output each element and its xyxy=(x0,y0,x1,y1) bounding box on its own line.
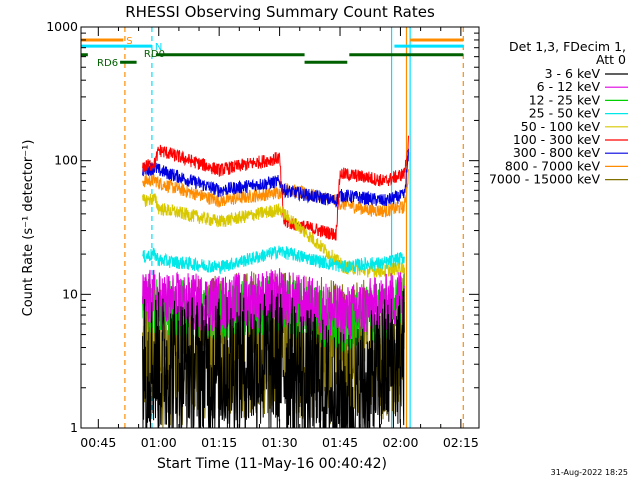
timestamp: 31-Aug-2022 18:25 xyxy=(551,468,628,477)
legend-label-2: 12 - 25 keV xyxy=(529,92,601,107)
x-tick-label-0215: 02:15 xyxy=(443,435,479,450)
flag-label-n: N xyxy=(155,42,162,53)
legend-label-6: 300 - 800 keV xyxy=(513,145,601,160)
flag-label-rd6: RD6 xyxy=(97,58,118,69)
vertical-markers xyxy=(124,27,464,428)
axes: 1 10 100 1000 00:45 01:00 01:15 01:30 01:45 02:00… xyxy=(46,19,479,450)
y-tick-label-1000: 1000 xyxy=(46,19,78,34)
legend-label-4: 50 - 100 keV xyxy=(521,119,601,134)
y-tick-label-10: 10 xyxy=(62,286,78,301)
legend-label-3: 25 - 50 keV xyxy=(529,106,601,121)
legend-title-line-2: Att 0 xyxy=(596,52,626,67)
flag-label-s: S xyxy=(126,36,132,47)
series-line-5 xyxy=(142,135,409,241)
series-line-1 xyxy=(142,268,405,344)
series-line-0 xyxy=(142,288,405,429)
x-tick-label-0200: 02:00 xyxy=(382,435,418,450)
legend-label-5: 100 - 300 keV xyxy=(513,132,601,147)
x-tick-label-0100: 01:00 xyxy=(141,435,177,450)
x-tick-label-0130: 01:30 xyxy=(262,435,298,450)
legend-label-0: 3 - 6 keV xyxy=(545,66,601,81)
y-tick-label-100: 100 xyxy=(54,153,78,168)
x-axis-label: Start Time (11-May-16 00:40:42) xyxy=(157,456,387,472)
series-line-7 xyxy=(142,169,409,218)
x-tick-label-0045: 00:45 xyxy=(80,435,116,450)
legend-label-1: 6 - 12 keV xyxy=(537,79,601,94)
y-tick-label-1: 1 xyxy=(70,420,78,435)
legend-label-7: 800 - 7000 keV xyxy=(505,158,601,173)
chart-title: RHESSI Observing Summary Count Rates xyxy=(125,3,435,21)
x-tick-label-0145: 01:45 xyxy=(322,435,358,450)
flag-label-rd0: RD0 xyxy=(144,49,165,60)
series-line-6 xyxy=(142,148,409,208)
series-lines xyxy=(142,135,409,429)
series-line-3 xyxy=(142,245,405,275)
x-tick-label-0115: 01:15 xyxy=(201,435,237,450)
legend-title-line-1: Det 1,3, FDecim 1, xyxy=(509,39,626,54)
y-axis-label: Count Rate (s⁻¹ detector⁻¹) xyxy=(21,140,36,317)
legend-label-8: 7000 - 15000 keV xyxy=(489,172,600,187)
